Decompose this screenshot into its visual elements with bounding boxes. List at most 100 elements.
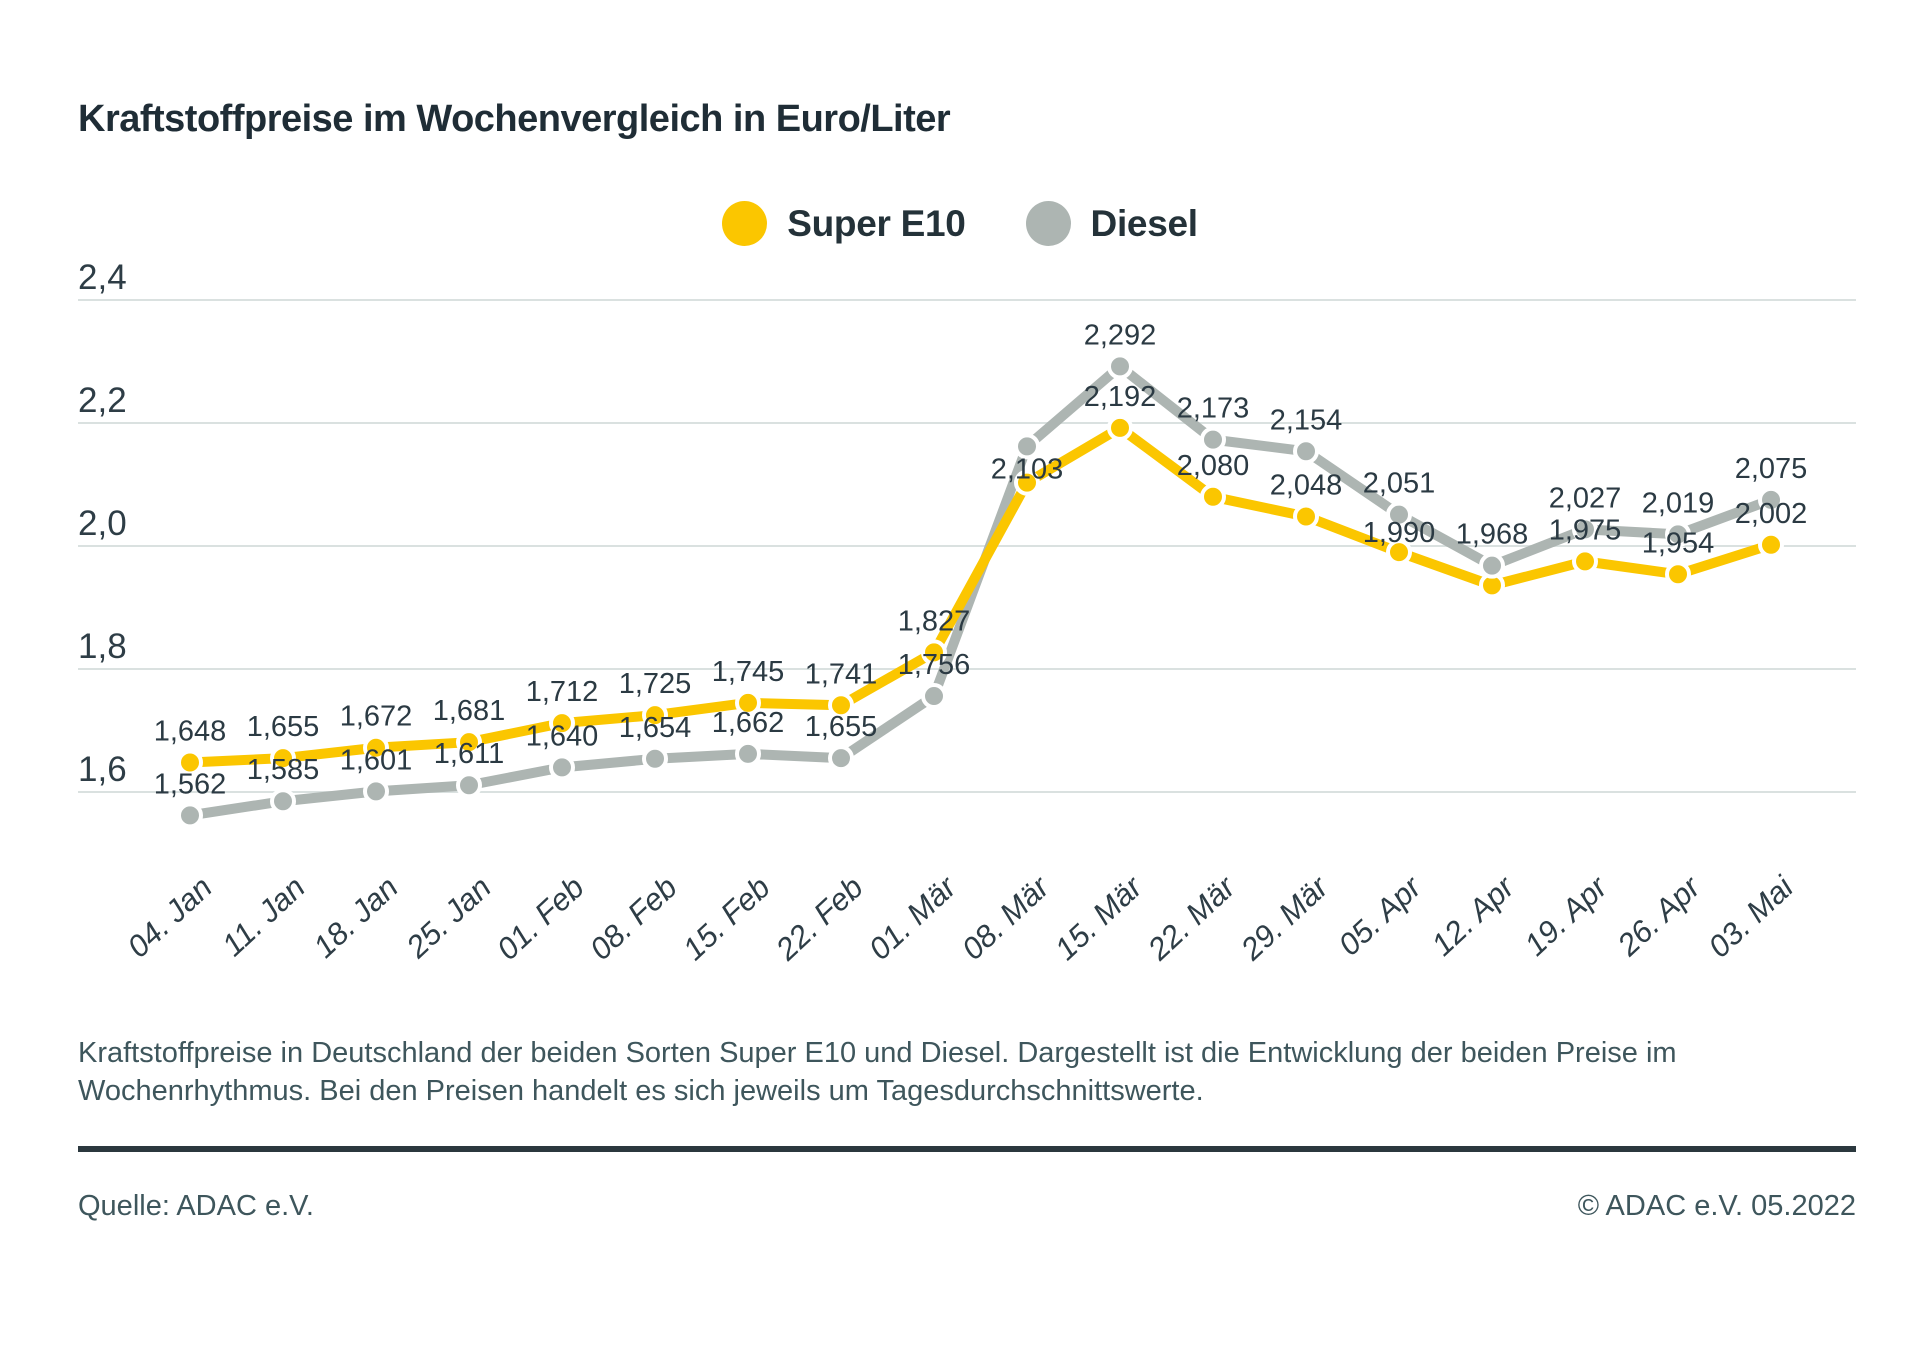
data-label-super-e10: 2,002 <box>1735 498 1808 530</box>
data-point-super-e10 <box>921 639 947 666</box>
page-title: Kraftstoffpreise im Wochenvergleich in E… <box>78 98 951 140</box>
data-point-diesel <box>642 745 668 772</box>
series-line-super-e10 <box>185 422 1776 768</box>
legend-label-super-e10: Super E10 <box>787 202 966 244</box>
data-point-diesel <box>1572 516 1598 543</box>
data-point-super-e10 <box>456 729 482 756</box>
x-tick-label: 15. Feb <box>676 870 777 967</box>
data-label-diesel: 2,173 <box>1177 393 1250 425</box>
x-tick-label: 26. Apr <box>1610 868 1708 963</box>
data-point-super-e10 <box>1758 531 1784 558</box>
data-label-diesel: 1,756 <box>898 649 971 681</box>
data-label-diesel: 1,611 <box>434 738 504 770</box>
data-label-diesel: 1,662 <box>712 707 785 739</box>
data-label-super-e10: 1,672 <box>340 701 413 733</box>
data-label-diesel: 2,019 <box>1642 487 1715 519</box>
legend-label-diesel: Diesel <box>1090 202 1199 244</box>
footer-divider <box>78 1146 1856 1152</box>
fuel-price-line-chart: 2,4 2,2 2,0 1,8 1,6 1,648 1,655 1,672 1,681 1,712… <box>78 258 1856 968</box>
data-point-super-e10 <box>549 710 575 737</box>
data-point-diesel <box>1107 353 1133 380</box>
data-point-diesel <box>921 683 947 710</box>
data-point-diesel <box>828 745 854 772</box>
x-tick-label: 01. Feb <box>490 870 591 967</box>
x-tick-label: 25. Jan <box>399 870 498 966</box>
data-point-diesel <box>1200 426 1226 453</box>
legend-item-diesel: Diesel <box>1025 201 1199 246</box>
y-tick-label: 1,8 <box>78 627 127 666</box>
x-tick-label: 22. Feb <box>768 870 869 968</box>
chart-description-line-1: Kraftstoffpreise in Deutschland der beid… <box>78 1037 1677 1069</box>
data-label-diesel: 2,075 <box>1735 453 1808 485</box>
data-label-super-e10: 2,103 <box>991 454 1064 486</box>
x-tick-label: 04. Jan <box>121 870 219 965</box>
data-point-diesel <box>1293 438 1319 465</box>
x-tick-label: 03. Mai <box>1702 869 1801 965</box>
y-tick-label: 2,4 <box>78 258 127 297</box>
data-label-super-e10: 1,741 <box>805 658 878 690</box>
data-label-diesel: 1,654 <box>619 712 692 744</box>
data-point-diesel <box>1014 433 1040 460</box>
data-point-super-e10 <box>735 689 761 716</box>
data-point-super-e10 <box>177 749 203 776</box>
data-label-diesel: 1,968 <box>1456 519 1529 551</box>
diesel-dot-icon <box>1025 201 1071 246</box>
data-label-super-e10: 2,192 <box>1084 381 1157 413</box>
x-tick-label: 08. Feb <box>583 870 684 967</box>
y-tick-label: 2,2 <box>78 381 127 420</box>
data-label-diesel: 1,585 <box>247 754 320 786</box>
legend-item-super-e10: Super E10 <box>722 201 966 246</box>
data-label-diesel: 2,292 <box>1084 319 1157 351</box>
data-point-super-e10 <box>1107 414 1133 441</box>
data-label-diesel: 1,562 <box>154 768 227 800</box>
data-point-diesel <box>1386 501 1412 528</box>
data-point-super-e10 <box>1200 483 1226 510</box>
data-point-diesel <box>270 788 296 815</box>
data-point-diesel <box>1479 552 1505 579</box>
x-tick-label: 08. Mär <box>955 868 1057 966</box>
y-tick-label: 2,0 <box>78 504 127 543</box>
data-label-super-e10: 1,681 <box>433 695 506 727</box>
x-tick-label: 05. Apr <box>1332 868 1429 962</box>
data-point-super-e10 <box>828 692 854 719</box>
data-point-diesel <box>456 772 482 799</box>
data-label-super-e10: 1,827 <box>898 605 971 637</box>
data-label-super-e10: 2,048 <box>1270 469 1343 501</box>
data-point-diesel <box>735 740 761 767</box>
x-tick-label: 12. Apr <box>1425 868 1522 962</box>
data-label-super-e10: 1,712 <box>526 676 599 708</box>
legend: Super E10 Diesel <box>0 201 1920 246</box>
data-label-super-e10: 2,080 <box>1177 450 1250 482</box>
data-point-super-e10 <box>1386 539 1412 566</box>
data-label-super-e10: 1,954 <box>1642 527 1715 559</box>
data-point-super-e10 <box>1572 548 1598 575</box>
x-tick-label: 22. Mär <box>1140 868 1243 967</box>
data-point-diesel <box>1665 521 1691 548</box>
data-label-diesel: 2,051 <box>1363 468 1436 500</box>
super-e10-dot-icon <box>722 201 768 246</box>
data-point-super-e10 <box>642 702 668 729</box>
chart-description-line-2: Wochenrhythmus. Bei den Preisen handelt … <box>78 1075 1204 1107</box>
x-tick-label: 15. Mär <box>1048 868 1150 966</box>
data-point-super-e10 <box>1665 561 1691 588</box>
data-point-diesel <box>1758 486 1784 513</box>
data-point-super-e10 <box>1014 469 1040 496</box>
source-row: Quelle: ADAC e.V. © ADAC e.V. 05.2022 <box>78 1190 1856 1223</box>
data-label-diesel: 1,655 <box>805 711 878 743</box>
x-tick-label: 29. Mär <box>1233 868 1336 967</box>
chart-description: Kraftstoffpreise in Deutschland der beid… <box>78 1034 1778 1110</box>
data-point-diesel <box>549 754 575 781</box>
x-tick-label: 01. Mär <box>862 868 964 966</box>
x-tick-label: 11. Jan <box>215 870 312 963</box>
data-point-super-e10 <box>1293 503 1319 530</box>
source-right: © ADAC e.V. 05.2022 <box>1577 1190 1856 1222</box>
data-label-diesel: 2,154 <box>1270 404 1343 436</box>
data-point-super-e10 <box>270 745 296 772</box>
data-point-diesel <box>363 778 389 805</box>
data-label-super-e10: 1,655 <box>247 711 320 743</box>
data-label-super-e10: 1,975 <box>1549 514 1622 546</box>
y-tick-label: 1,6 <box>78 750 127 789</box>
data-point-super-e10 <box>363 734 389 761</box>
data-label-super-e10: 1,990 <box>1363 517 1436 549</box>
